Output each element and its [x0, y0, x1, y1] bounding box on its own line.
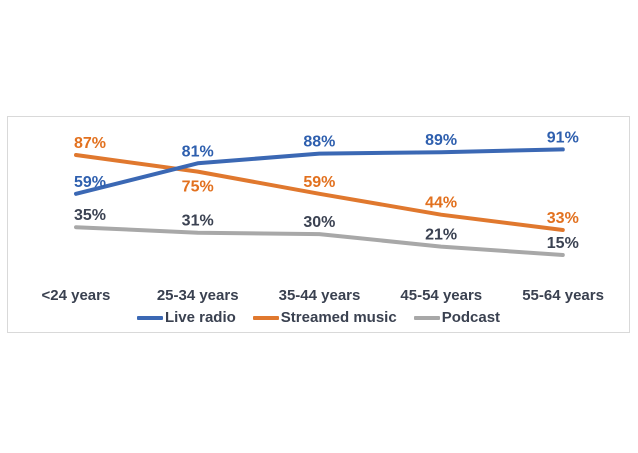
data-label-live-radio-3: 89%: [425, 132, 457, 149]
data-label-live-radio-0: 59%: [74, 174, 106, 191]
legend-swatch-live-radio: [136, 315, 163, 320]
x-axis-label-25-34-years: 25-34 years: [156, 287, 239, 304]
legend-label-streamed-music: Streamed music: [280, 309, 397, 326]
data-label-streamed-music-3: 44%: [425, 195, 457, 212]
series-line-podcast: [74, 225, 565, 257]
data-label-streamed-music-4: 33%: [547, 210, 579, 227]
legend-swatch-streamed-music: [252, 315, 279, 320]
series-line-live-radio: [74, 147, 565, 196]
data-label-podcast-4: 15%: [547, 235, 579, 252]
legend-label-podcast: Podcast: [441, 309, 501, 326]
data-label-streamed-music-2: 59%: [303, 174, 335, 191]
x-axis-label-45-54-years: 45-54 years: [400, 287, 483, 304]
data-label-podcast-1: 31%: [182, 213, 214, 230]
data-label-live-radio-4: 91%: [547, 129, 579, 146]
data-label-streamed-music-1: 75%: [182, 179, 214, 196]
chart-container: 59% 81% 88% 89% 91% 87% 75% 59% 44% 33% 35% 31% 30% 2…: [7, 116, 630, 333]
data-label-live-radio-2: 88%: [303, 134, 335, 151]
data-label-podcast-3: 21%: [425, 227, 457, 244]
x-axis: <24 years 25-34 years 35-44 years 45-54 yea…: [15, 287, 624, 304]
legend-item-live-radio: Live radio: [136, 309, 236, 326]
data-label-live-radio-1: 81%: [182, 143, 214, 160]
data-label-podcast-2: 30%: [303, 214, 335, 231]
x-axis-label-24-years: <24 years: [41, 287, 111, 304]
data-label-podcast-0: 35%: [74, 207, 106, 224]
legend-swatch-podcast: [413, 315, 440, 320]
legend: Live radio Streamed music Podcast: [8, 309, 629, 326]
legend-label-live-radio: Live radio: [164, 309, 236, 326]
data-label-streamed-music-0: 87%: [74, 135, 106, 152]
series-line-streamed-music: [74, 153, 565, 232]
legend-item-podcast: Podcast: [413, 309, 501, 326]
legend-item-streamed-music: Streamed music: [252, 309, 397, 326]
x-axis-label-55-64-years: 55-64 years: [522, 287, 604, 304]
line-chart-plot: 59% 81% 88% 89% 91% 87% 75% 59% 44% 33% 35% 31% 30% 2…: [74, 129, 579, 257]
x-axis-label-35-44-years: 35-44 years: [278, 287, 361, 304]
